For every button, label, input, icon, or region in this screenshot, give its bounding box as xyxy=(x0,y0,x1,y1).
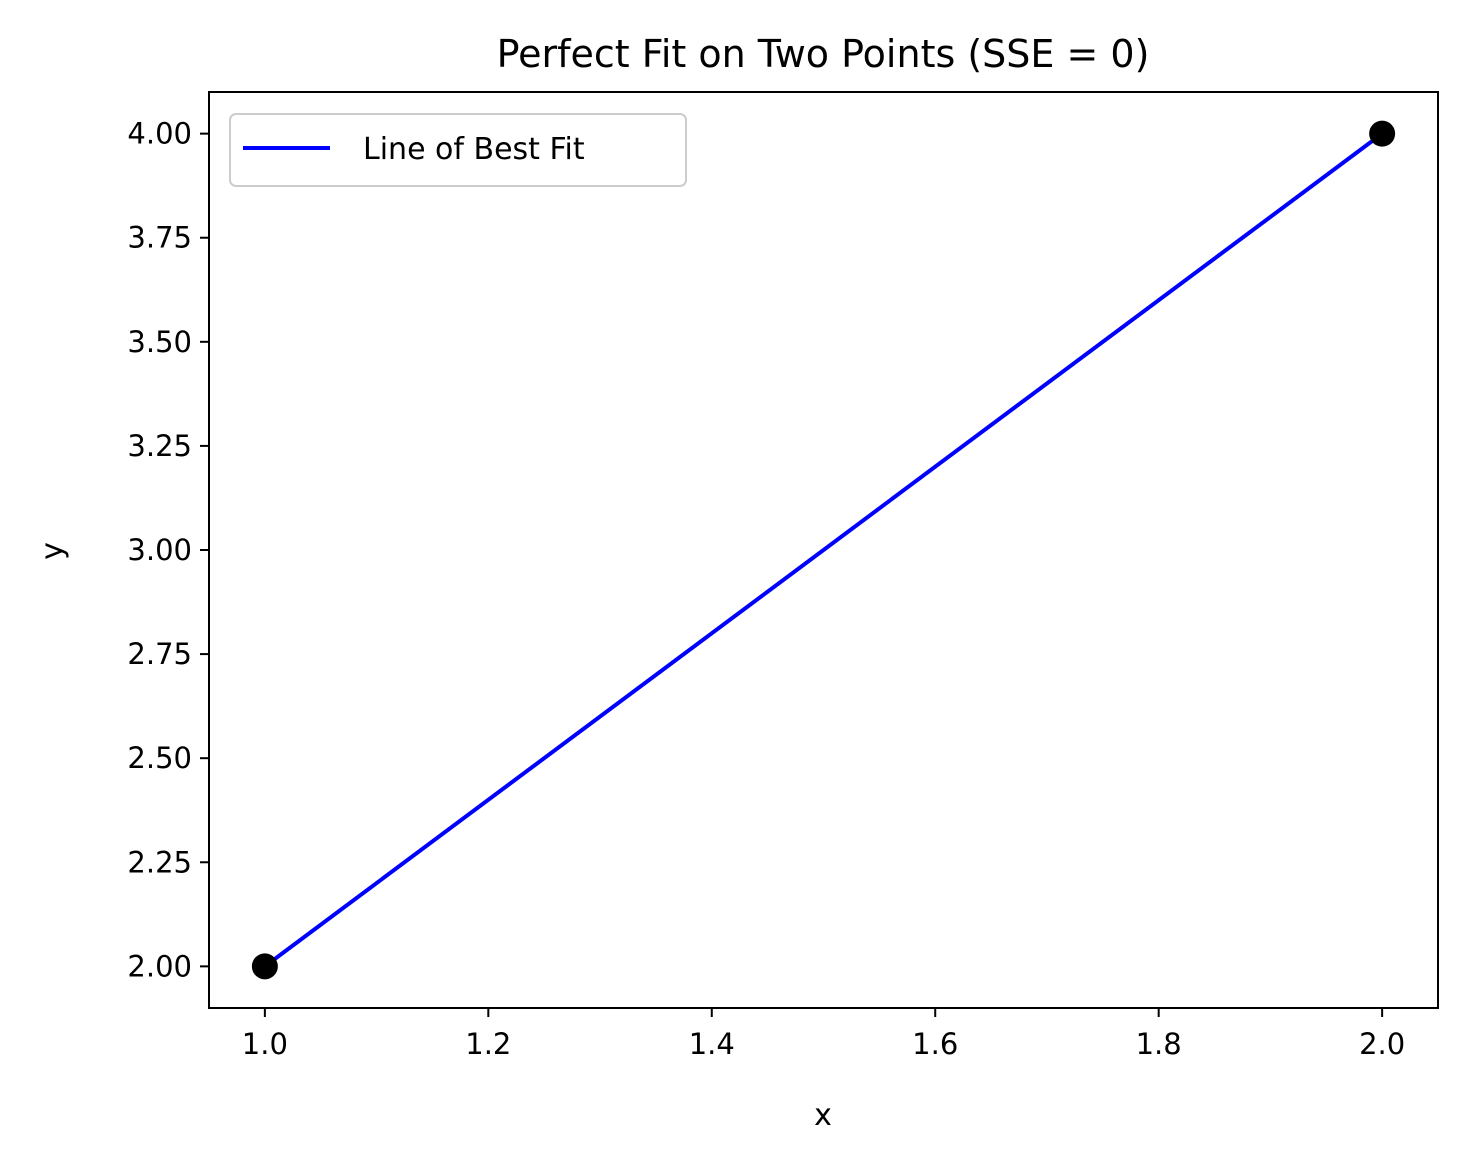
y-axis-label: y xyxy=(35,542,70,560)
x-tick-label: 1.0 xyxy=(242,1027,288,1061)
x-tick-label: 2.0 xyxy=(1359,1027,1405,1061)
y-tick-label: 3.75 xyxy=(127,221,192,255)
y-tick-label: 4.00 xyxy=(127,117,192,151)
y-tick-label: 3.50 xyxy=(127,325,192,359)
data-point xyxy=(1369,120,1396,147)
x-tick-label: 1.8 xyxy=(1136,1027,1182,1061)
y-tick-label: 2.50 xyxy=(127,741,192,775)
legend: Line of Best Fit xyxy=(229,113,687,187)
y-tick-label: 2.25 xyxy=(127,845,192,879)
series-line-best-fit xyxy=(263,132,1384,968)
x-tick-label: 1.6 xyxy=(912,1027,958,1061)
x-axis-label: x xyxy=(814,1098,832,1133)
legend-box xyxy=(229,113,687,187)
x-tick-label: 1.2 xyxy=(465,1027,511,1061)
x-axis: 1.0 1.2 1.4 1.6 1.8 2.0 xyxy=(242,1008,1405,1061)
y-tick-label: 2.75 xyxy=(127,637,192,671)
y-tick-label: 2.00 xyxy=(127,949,192,983)
y-tick-label: 3.00 xyxy=(127,533,192,567)
chart-marks xyxy=(251,120,1396,980)
data-point xyxy=(251,953,278,980)
chart-title: Perfect Fit on Two Points (SSE = 0) xyxy=(497,32,1150,76)
y-tick-label: 3.25 xyxy=(127,429,192,463)
y-axis: 2.00 2.25 2.50 2.75 3.00 3.25 3.50 3.75 4.00 xyxy=(127,117,209,983)
legend-label: Line of Best Fit xyxy=(363,132,585,167)
x-tick-label: 1.4 xyxy=(689,1027,735,1061)
